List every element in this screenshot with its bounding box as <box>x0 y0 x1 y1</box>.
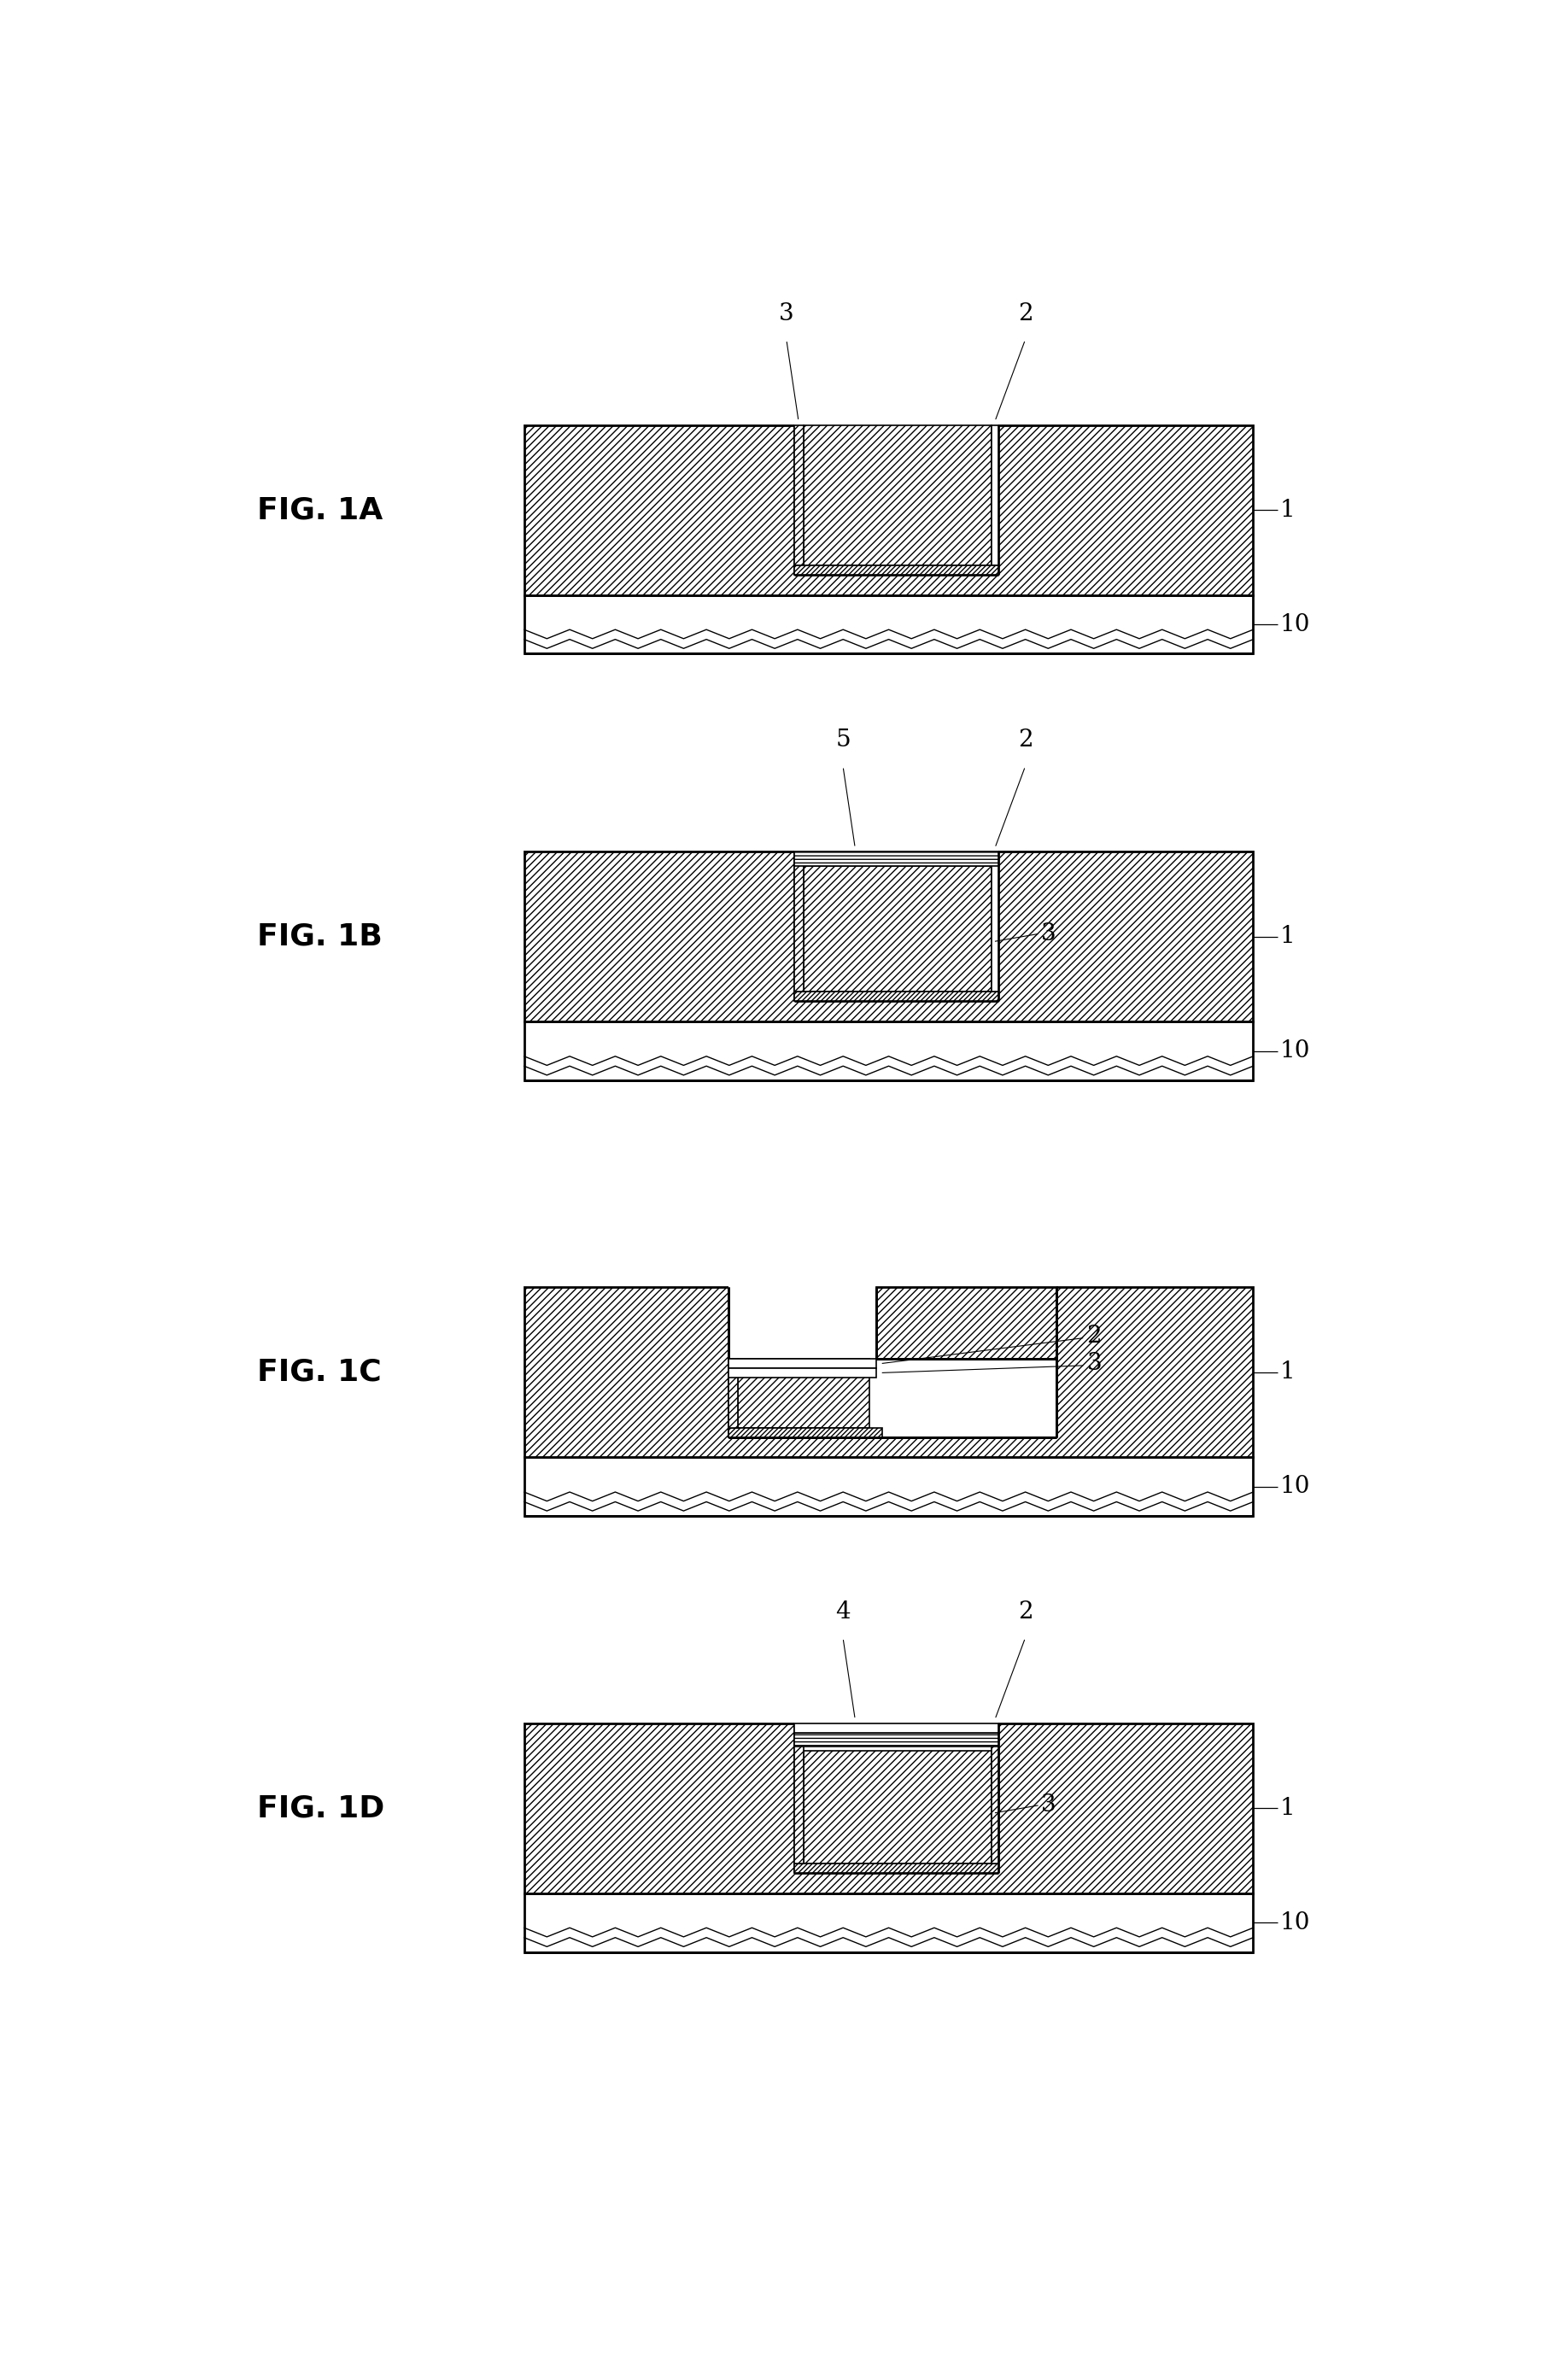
Text: 2: 2 <box>1018 1601 1033 1622</box>
Text: 3: 3 <box>1041 1794 1055 1818</box>
Text: 10: 10 <box>1279 613 1311 637</box>
Text: 10: 10 <box>1279 1910 1311 1934</box>
Bar <box>728 1427 883 1436</box>
Bar <box>793 851 999 865</box>
Bar <box>993 424 999 566</box>
Text: 5: 5 <box>836 729 850 752</box>
Bar <box>793 993 999 1002</box>
Bar <box>803 1752 993 1863</box>
Text: 10: 10 <box>1279 1040 1311 1063</box>
Text: 2: 2 <box>1087 1325 1102 1349</box>
Bar <box>737 1358 870 1427</box>
Text: 3: 3 <box>1041 922 1055 946</box>
Bar <box>803 865 993 993</box>
Bar <box>728 1358 877 1368</box>
Text: 10: 10 <box>1279 1476 1311 1497</box>
Bar <box>993 1743 999 1863</box>
Bar <box>793 856 803 993</box>
Bar <box>793 422 999 575</box>
Text: 1: 1 <box>1279 1797 1295 1820</box>
Bar <box>793 849 999 1002</box>
Bar <box>524 594 1253 653</box>
Bar <box>877 1287 1057 1358</box>
Text: 1: 1 <box>1279 924 1295 948</box>
Text: FIG. 1D: FIG. 1D <box>257 1794 384 1823</box>
Text: 4: 4 <box>836 1601 850 1622</box>
Bar <box>993 856 999 993</box>
Bar <box>524 1457 1253 1516</box>
Bar <box>524 1021 1253 1080</box>
Text: 1: 1 <box>1279 498 1295 521</box>
Text: 3: 3 <box>1087 1351 1102 1375</box>
Bar <box>524 1287 1253 1457</box>
Bar <box>728 1358 737 1427</box>
Text: 2: 2 <box>1018 729 1033 752</box>
Bar <box>793 1721 999 1872</box>
Bar <box>793 566 999 575</box>
Bar <box>524 424 1253 594</box>
Bar <box>524 1893 1253 1952</box>
Bar <box>793 1863 999 1872</box>
Bar <box>793 1733 999 1747</box>
Bar <box>793 1743 803 1863</box>
Text: 3: 3 <box>779 302 793 325</box>
Bar <box>728 1285 1057 1436</box>
Bar <box>793 424 803 566</box>
Text: FIG. 1C: FIG. 1C <box>257 1358 381 1387</box>
Bar <box>793 1724 999 1733</box>
Text: FIG. 1B: FIG. 1B <box>257 922 383 950</box>
Bar <box>803 424 993 566</box>
Bar <box>524 1724 1253 1893</box>
Text: 2: 2 <box>1018 302 1033 325</box>
Bar <box>877 1287 1057 1358</box>
Bar <box>524 851 1253 1021</box>
Bar <box>728 1368 877 1377</box>
Bar <box>728 1285 1057 1436</box>
Text: 1: 1 <box>1279 1361 1295 1384</box>
Text: FIG. 1A: FIG. 1A <box>257 495 383 523</box>
